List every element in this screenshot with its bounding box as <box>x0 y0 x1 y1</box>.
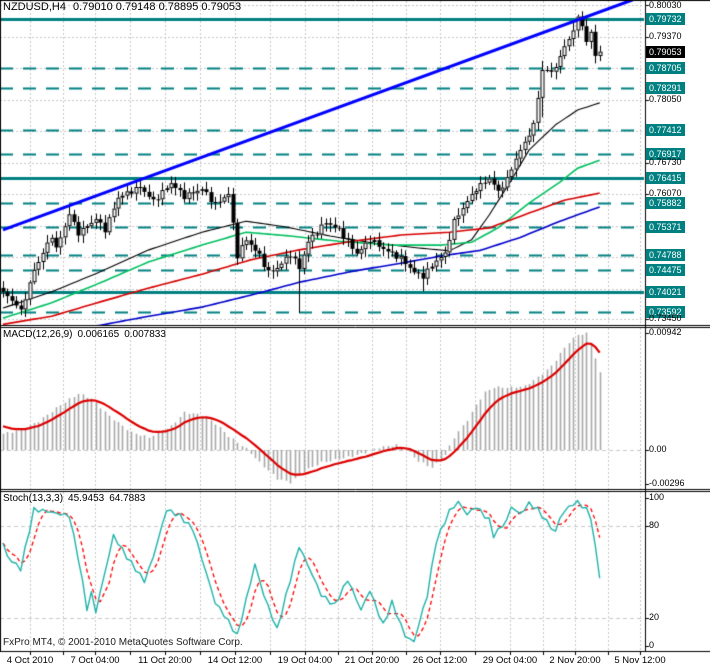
time-axis-label: 2 Nov 20:00 <box>549 655 601 666</box>
price-axis-label-stoch: 100 <box>649 492 665 502</box>
time-axis-label: 21 Oct 20:00 <box>344 655 400 666</box>
price-level-badge: 0.73592 <box>646 306 685 318</box>
price-axis-label-macd: -0.00296 <box>649 478 685 488</box>
price-axis-label-stoch: 80 <box>649 520 660 530</box>
time-axis-label: 7 Oct 04:00 <box>70 655 120 666</box>
time-axis-label: 29 Oct 04:00 <box>482 655 538 666</box>
time-axis-label: 14 Oct 12:00 <box>207 655 263 666</box>
price-level-badge: 0.77412 <box>646 124 685 136</box>
price-level-badge: 0.75882 <box>646 197 685 209</box>
price-level-badge: 0.74021 <box>646 286 685 298</box>
price-level-badge: 0.79732 <box>646 13 685 25</box>
time-axis-label: 5 Nov 12:00 <box>614 655 666 666</box>
price-axis-label-stoch: 20 <box>649 612 660 622</box>
time-axis-label: 11 Oct 20:00 <box>138 655 192 666</box>
price-level-badge: 0.75371 <box>646 221 685 233</box>
price-level-badge: 0.78291 <box>646 82 685 94</box>
price-axis-label: 0.76070 <box>649 188 682 198</box>
time-axis-label: 26 Oct 12:00 <box>412 655 468 666</box>
price-axis-label: 0.80030 <box>649 0 682 10</box>
price-level-badge: 0.76917 <box>646 148 685 160</box>
price-axis-label-macd: 0.00 <box>649 444 667 454</box>
price-level-badge: 0.74475 <box>646 264 685 276</box>
time-axis-label: 19 Oct 04:00 <box>277 655 333 666</box>
price-level-badge: 0.76415 <box>646 172 685 184</box>
price-axis-label: 0.79370 <box>649 31 682 41</box>
price-axis-label: 0.73450 <box>649 313 682 323</box>
price-axis-label: 0.78050 <box>649 94 682 104</box>
price-axis-label: 0.76730 <box>649 157 682 167</box>
price-level-badge: 0.74788 <box>646 249 685 261</box>
time-axis-label: 4 Oct 2010 <box>6 655 54 666</box>
current-price-badge: 0.79053 <box>646 46 685 58</box>
price-level-badge: 0.78705 <box>646 62 685 74</box>
price-axis-label-stoch: 0 <box>649 640 655 650</box>
price-axis-label-macd: 0.00942 <box>649 327 682 337</box>
